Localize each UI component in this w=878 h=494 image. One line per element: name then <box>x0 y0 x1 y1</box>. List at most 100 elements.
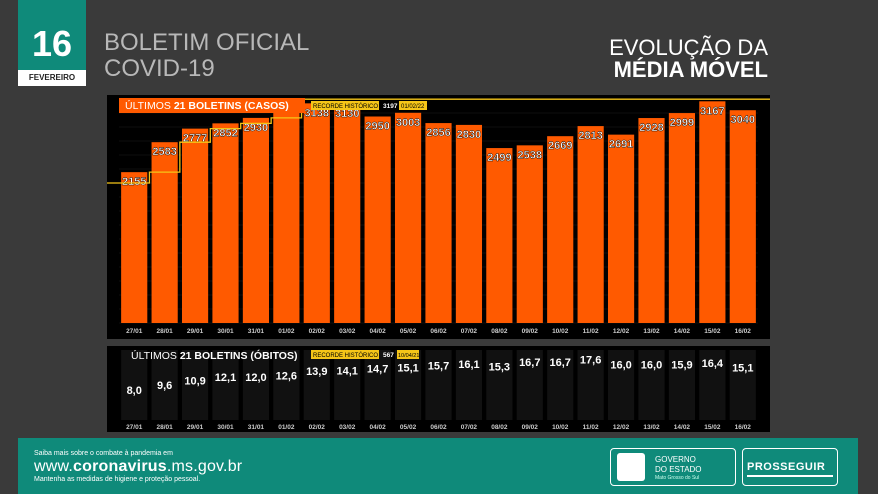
deaths-bar <box>638 350 665 420</box>
deaths-value-label: 15,1 <box>397 362 418 374</box>
deaths-date-label: 30/01 <box>217 424 234 431</box>
deaths-date-label: 04/02 <box>370 424 387 431</box>
cases-value-label: 3130 <box>335 108 359 120</box>
deaths-date-label: 14/02 <box>674 424 691 431</box>
cases-date-label: 12/02 <box>613 328 630 335</box>
cases-bar <box>486 148 513 323</box>
cases-title: ÚLTIMOS 21 BOLETINS (CASOS) <box>125 99 289 112</box>
cases-bar <box>607 134 635 323</box>
cases-value-label: 3003 <box>396 117 420 129</box>
deaths-date-label: 11/02 <box>583 424 599 431</box>
cases-bar <box>729 110 756 323</box>
deaths-date-label: 28/01 <box>157 424 174 431</box>
deaths-bar <box>121 350 148 420</box>
cases-value-label: 2928 <box>639 122 663 134</box>
deaths-record-value: 567 <box>383 352 394 359</box>
cases-value-label: 2691 <box>609 139 633 151</box>
deaths-chart: 8,0 27/01 9,6 28/01 10,9 29/01 12,1 30/01 12,0 31… <box>121 349 756 431</box>
chart-heading-line1: EVOLUÇÃO DA <box>609 35 768 60</box>
deaths-record-label: RECORDE HISTÓRICO <box>313 352 378 359</box>
cases-bar <box>364 116 391 323</box>
cases-value-label: 2155 <box>122 176 146 188</box>
prosseguir-label: PROSSEGUIR <box>747 461 826 473</box>
deaths-bar <box>577 350 604 420</box>
deaths-title: ÚLTIMOS 21 BOLETINS (ÓBITOS) <box>131 349 297 362</box>
deaths-bar <box>729 350 756 420</box>
footer: Saiba mais sobre o combate à pandemia em… <box>18 438 858 494</box>
deaths-bar <box>212 350 239 420</box>
deaths-value-label: 12,0 <box>245 372 266 384</box>
gov-state: Mato Grosso do Sul <box>655 475 700 481</box>
cases-value-label: 3167 <box>700 105 724 117</box>
cases-date-label: 05/02 <box>400 328 417 335</box>
deaths-value-label: 16,1 <box>458 359 479 371</box>
cases-bar <box>638 118 665 323</box>
deaths-record-date-badge <box>397 350 419 359</box>
cases-chart-panel: 2155 27/01 2583 28/01 2777 29/01 2852 30/01 2930… <box>107 95 770 339</box>
deaths-bar <box>699 350 726 420</box>
cases-value-label: 2538 <box>518 149 542 161</box>
cases-bar <box>334 103 361 324</box>
cases-value-label: 2856 <box>426 127 450 139</box>
deaths-bar <box>181 350 209 420</box>
cases-value-label: 2930 <box>244 122 268 134</box>
cases-date-label: 16/02 <box>735 328 752 335</box>
deaths-value-label: 12,6 <box>276 370 297 382</box>
cases-value-label: 3040 <box>731 114 755 126</box>
deaths-bar <box>486 350 513 420</box>
cases-date-label: 30/01 <box>217 328 234 335</box>
cases-bar <box>181 128 209 323</box>
deaths-date-label: 15/02 <box>704 424 721 431</box>
record-value: 3197 <box>383 103 398 110</box>
record-badge <box>311 101 379 110</box>
deaths-chart-panel: 8,0 27/01 9,6 28/01 10,9 29/01 12,1 30/01 12,0 31… <box>107 346 770 432</box>
deaths-value-label: 16,0 <box>641 359 662 371</box>
deaths-date-label: 31/01 <box>248 424 265 431</box>
cases-date-label: 31/01 <box>248 328 265 335</box>
deaths-bar <box>303 350 330 420</box>
deaths-value-label: 15,9 <box>671 360 692 372</box>
cases-date-label: 15/02 <box>704 328 721 335</box>
deaths-value-label: 8,0 <box>127 385 142 397</box>
record-date: 01/02/22 <box>401 104 425 110</box>
cases-value-label: 2813 <box>578 130 602 142</box>
deaths-value-label: 15,3 <box>489 362 510 374</box>
footer-intro: Saiba mais sobre o combate à pandemia em <box>34 450 173 457</box>
deaths-value-label: 17,6 <box>580 354 601 366</box>
deaths-bar <box>364 350 391 420</box>
cases-bar <box>212 123 239 323</box>
cases-value-label: 2950 <box>365 121 389 133</box>
deaths-value-label: 15,1 <box>732 362 753 374</box>
deaths-date-label: 01/02 <box>278 424 295 431</box>
cases-date-label: 10/02 <box>552 328 569 335</box>
deaths-bar <box>425 350 452 420</box>
record-date-badge <box>399 101 427 110</box>
deaths-value-label: 15,7 <box>428 360 449 372</box>
cases-date-label: 04/02 <box>370 328 387 335</box>
footer-advice: Mantenha as medidas de higiene e proteçã… <box>34 476 201 483</box>
cases-bar <box>242 117 270 324</box>
deaths-value-label: 9,6 <box>157 380 172 392</box>
deaths-date-label: 16/02 <box>735 424 752 431</box>
cases-date-label: 09/02 <box>522 328 539 335</box>
cases-bar <box>273 99 300 324</box>
cases-bar <box>577 126 604 323</box>
deaths-date-label: 05/02 <box>400 424 417 431</box>
deaths-date-label: 07/02 <box>461 424 478 431</box>
deaths-value-label: 14,1 <box>337 365 358 377</box>
deaths-bar <box>607 350 635 420</box>
cases-bar <box>303 103 330 323</box>
deaths-bar <box>242 350 270 420</box>
cases-date-label: 28/01 <box>157 328 174 335</box>
website-link[interactable]: www.coronavirus.ms.gov.br <box>34 458 242 476</box>
cases-value-label: 3138 <box>305 107 329 119</box>
deaths-date-label: 13/02 <box>643 424 660 431</box>
cases-date-label: 07/02 <box>461 328 478 335</box>
bulletin-subtitle: COVID-19 <box>104 55 215 82</box>
date-badge: 16 FEVEREIRO <box>18 0 86 86</box>
deaths-value-label: 14,7 <box>367 364 388 376</box>
url-bold: coronavirus <box>73 458 167 475</box>
date-day: 16 <box>31 23 73 64</box>
cases-value-label: 2669 <box>548 140 572 152</box>
date-month: FEVEREIRO <box>18 70 86 86</box>
